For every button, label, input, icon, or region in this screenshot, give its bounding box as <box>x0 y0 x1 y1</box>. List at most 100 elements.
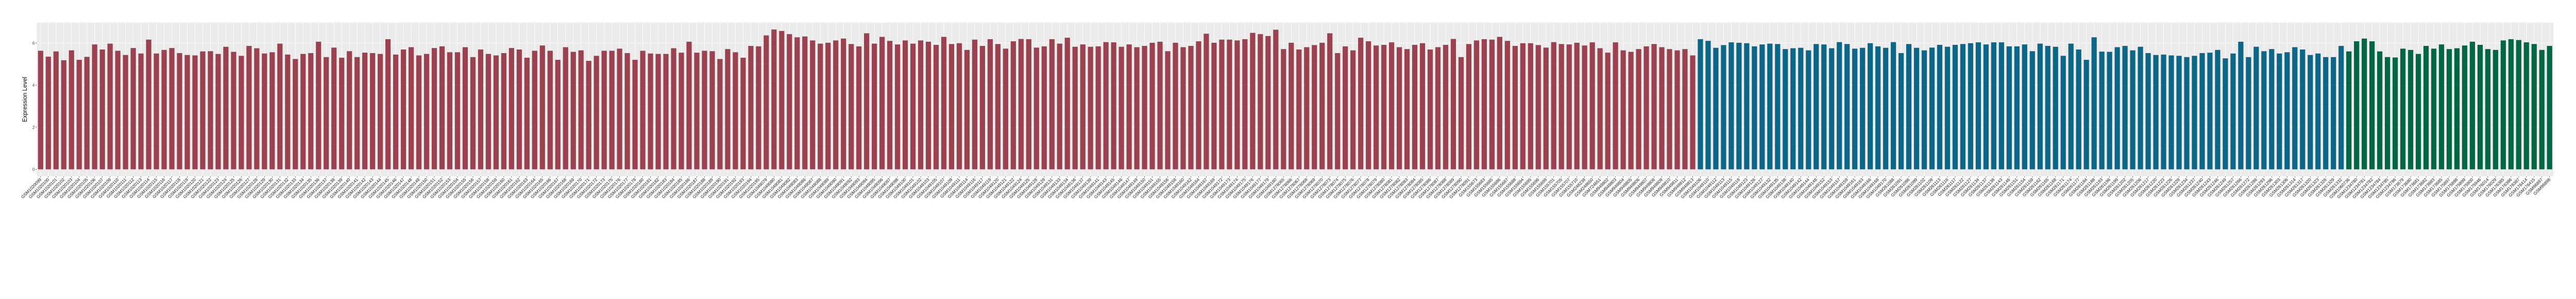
bar-GSM261162 <box>2037 43 2043 170</box>
bar-GSM1049148 <box>1814 44 1819 170</box>
bar-GSM1278077 <box>1358 38 1364 170</box>
bar-GSM1020149 <box>416 55 422 170</box>
bar-GSM1020129 <box>262 53 267 170</box>
bar-GSM155699 <box>1543 47 1549 170</box>
bar-GSM1020121 <box>200 51 206 170</box>
bar-GSM1049121 <box>1003 48 1008 170</box>
bar-GSM1049088 <box>818 43 823 170</box>
bar-GSM261137 <box>1983 44 1989 170</box>
bar-GSM1278083 <box>1404 49 1410 170</box>
bar-GSM1020103 <box>69 50 74 170</box>
bar-GSM1049087 <box>810 40 816 170</box>
bar-GSM1049170 <box>1883 47 1889 170</box>
bar-GSM1020175 <box>609 51 615 170</box>
bar-GSM1049145 <box>1111 42 1116 170</box>
bar-GSM949808 <box>1651 44 1657 170</box>
bar-GSM1020178 <box>632 60 638 170</box>
bar-GSM1049103 <box>925 41 931 170</box>
bar-GSM1049159 <box>1844 44 1850 170</box>
bar-GSM173685 <box>2438 44 2445 170</box>
bar-GSM1020117 <box>169 48 175 170</box>
bar-GSM1049138 <box>1783 49 1788 170</box>
bar-GSM1020124 <box>223 46 229 170</box>
bar-GSM1049098 <box>894 44 901 170</box>
bar-GSM1020159 <box>493 55 499 170</box>
bar-GSM1049153 <box>1829 48 1835 170</box>
bar-GSM96897 <box>2539 49 2545 170</box>
bar-GSM1049113 <box>1721 45 1726 170</box>
bar-GSM1049115 <box>1728 42 1734 170</box>
bar-GSM176387 <box>2516 40 2521 170</box>
bar-GSM1020194 <box>748 46 754 170</box>
bar-GSM1049094 <box>864 33 870 170</box>
bar-GSM1278076 <box>1350 50 1356 170</box>
bar-GSM1020142 <box>362 53 368 170</box>
y-axis: 0 2 4 6 <box>32 40 37 172</box>
bar-GSM1020167 <box>555 60 561 170</box>
bar-GSM1278074 <box>1335 53 1341 170</box>
bar-GSM1020181 <box>648 53 653 170</box>
bar-GSM949809 <box>1659 47 1665 170</box>
bar-GSM1020176 <box>617 48 622 170</box>
bar-GSM1020162 <box>516 49 522 170</box>
bar-GSM1020188 <box>702 51 707 170</box>
bar-GSM1049152 <box>1821 44 1827 170</box>
bar-GSM176386 <box>2508 39 2514 170</box>
bar-GSM1049132 <box>1767 43 1773 170</box>
bar-GSM1049092 <box>849 44 854 170</box>
bar-GSM261272 <box>2246 57 2251 170</box>
bar-GSM1020126 <box>239 56 244 170</box>
bar-GSM175899 <box>2462 45 2468 170</box>
bar-GSM1278089 <box>1450 39 1456 170</box>
bar-GSM1020150 <box>423 54 430 170</box>
bar-GSM261266 <box>2238 41 2244 170</box>
bar-GSM1049150 <box>1142 46 1147 170</box>
bar-GSM248238 <box>1582 45 1587 170</box>
bar-GSM1049089 <box>825 42 831 170</box>
bar-GSM1049105 <box>933 45 939 170</box>
bar-GSM1020109 <box>107 43 113 170</box>
bar-GSM261229 <box>2176 56 2182 170</box>
bar-GSM1049123 <box>1744 43 1750 170</box>
bar-GSM1049128 <box>1033 47 1039 170</box>
bar-GSM1020186 <box>686 41 692 170</box>
bar-GSM1020115 <box>154 53 159 170</box>
bar-GSM261088 <box>1890 42 1896 170</box>
bar-GSM261188 <box>2091 37 2097 170</box>
bar-GSM261184 <box>2083 60 2089 170</box>
bar-GSM261134 <box>1975 42 1981 170</box>
bar-GSM1049093 <box>856 46 862 170</box>
bar-GSM1020192 <box>733 52 738 170</box>
bar-GSM1020184 <box>671 48 676 170</box>
bar-GSM176029 <box>2493 49 2498 170</box>
y-tick-label: 0 <box>32 167 35 172</box>
bar-GSM1049096 <box>879 37 885 170</box>
bar-GSM1020135 <box>308 53 314 170</box>
bar-GSM1020145 <box>385 39 391 170</box>
bar-GSM1020127 <box>246 46 252 170</box>
bar-GSM1020104 <box>76 60 82 170</box>
bar-GSM261234 <box>2184 57 2190 170</box>
bar-GSM1020148 <box>408 47 414 170</box>
bar-GSM1278082 <box>1396 47 1402 170</box>
bar-GSM1234784 <box>2377 51 2383 170</box>
bar-GSM1278069 <box>1312 45 1317 170</box>
bar-GSM261102 <box>1921 50 1927 170</box>
bar-GSM1049143 <box>1103 42 1109 170</box>
bar-GSM1049118 <box>1736 42 1742 170</box>
bar-GSM261091 <box>1898 53 1904 170</box>
bar-GSM261332 <box>2338 46 2344 170</box>
bar-GSM1020158 <box>485 54 492 170</box>
bar-GSM1020166 <box>547 51 553 170</box>
bar-GSM155685 <box>1489 39 1495 170</box>
bar-GSM261146 <box>2006 46 2012 170</box>
bar-GSM1049095 <box>872 43 877 170</box>
bar-GSM1020164 <box>532 51 537 170</box>
bar-GSM1020130 <box>269 52 275 170</box>
bar-GSM1278091 <box>1466 44 1472 170</box>
bar-GSM1049151 <box>1149 42 1155 170</box>
bar-GSM1049161 <box>1852 48 1858 170</box>
bar-GSM1278086 <box>1427 49 1433 170</box>
bar-GSM261226 <box>2168 55 2174 170</box>
bar-GSM949806 <box>1636 49 1641 170</box>
